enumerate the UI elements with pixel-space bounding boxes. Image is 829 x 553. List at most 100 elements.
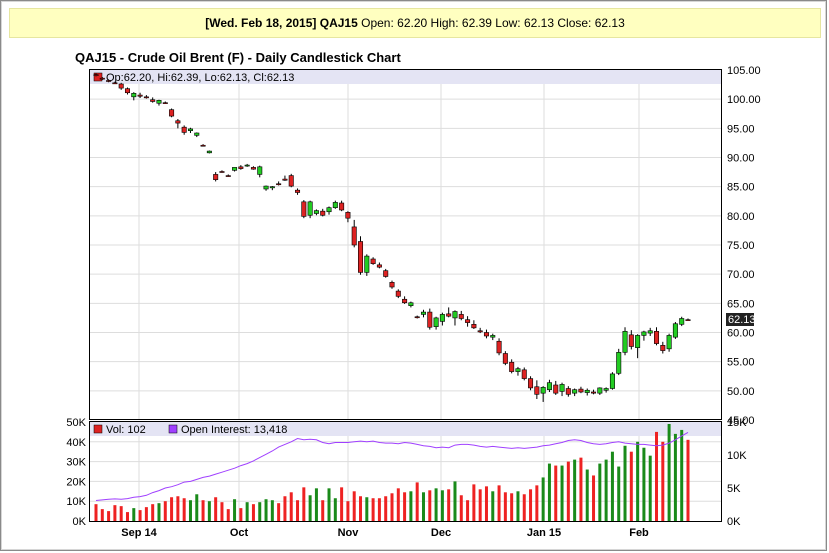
volume-bar	[610, 451, 614, 521]
volume-bar	[359, 496, 363, 521]
volume-bar	[163, 501, 167, 521]
candle-body	[320, 210, 326, 216]
volume-bar	[107, 511, 111, 521]
volume-bar	[138, 510, 142, 521]
volume-y-tick-label: 20K	[66, 476, 86, 488]
volume-bar	[151, 504, 155, 521]
candle-body	[301, 201, 307, 217]
candle-body	[131, 93, 137, 98]
candle-body	[124, 88, 130, 94]
candle	[496, 338, 502, 356]
volume-bar	[176, 496, 180, 521]
banner-high-label: High:	[430, 16, 459, 30]
volume-bar	[560, 465, 564, 521]
candle	[295, 188, 301, 195]
volume-bar	[214, 497, 218, 521]
candle-body	[219, 171, 225, 173]
x-tick-label: Dec	[431, 527, 451, 539]
candle-body	[250, 167, 256, 170]
x-tick-label: Sep 14	[121, 527, 157, 539]
candle-body	[471, 324, 477, 329]
volume-bar	[384, 496, 388, 521]
price-y-tick-label: 50.00	[727, 386, 755, 398]
x-tick-label: Nov	[338, 527, 360, 539]
candle	[559, 382, 565, 397]
quote-banner: [Wed. Feb 18, 2015] QAJ15 Open: 62.20 Hi…	[9, 8, 821, 38]
price-y-tick-label: 55.00	[727, 357, 755, 369]
candle-body	[408, 302, 414, 306]
volume-bar	[522, 494, 526, 521]
open-interest-line	[95, 431, 689, 501]
volume-bar	[113, 505, 117, 521]
candle	[99, 77, 105, 80]
candle	[647, 327, 653, 336]
candle	[225, 174, 231, 177]
volume-bar	[157, 503, 161, 521]
volume-bar	[119, 506, 123, 521]
volume-bar	[592, 475, 596, 521]
candle-body	[628, 334, 634, 347]
price-y-tick-label: 95.00	[727, 123, 755, 135]
candle	[238, 165, 244, 170]
volume-y-tick-label: 30K	[66, 457, 86, 469]
candle-body	[200, 144, 206, 147]
candle-body	[106, 80, 112, 82]
candle	[628, 330, 634, 350]
price-y-tick-label: 105.00	[727, 65, 761, 77]
candle-body	[295, 189, 301, 193]
candle	[654, 327, 660, 346]
volume-bar	[302, 487, 306, 521]
candle	[250, 166, 256, 170]
candle-body	[175, 120, 181, 124]
volume-bar	[573, 459, 577, 521]
volume-bar	[226, 509, 230, 521]
candle	[616, 348, 622, 376]
candle	[521, 367, 527, 381]
price-y-tick-label: 80.00	[727, 211, 755, 223]
volume-bar	[239, 508, 243, 521]
candle-body	[654, 331, 660, 344]
candle	[93, 73, 99, 77]
candle	[169, 108, 175, 118]
volume-bar	[371, 498, 375, 521]
candle	[452, 310, 458, 326]
candle	[326, 206, 332, 215]
volume-legend-band	[90, 422, 721, 436]
candle	[288, 173, 294, 188]
volume-bar	[680, 429, 684, 521]
volume-bar	[510, 493, 514, 521]
candle-body	[383, 270, 389, 277]
candle	[408, 301, 414, 308]
candle	[622, 327, 628, 356]
volume-bar	[365, 497, 369, 521]
volume-legend-swatch	[93, 424, 103, 434]
candle	[206, 150, 212, 154]
volume-bar	[283, 496, 287, 521]
price-y-tick-label: 85.00	[727, 182, 755, 194]
volume-bar	[321, 500, 325, 521]
candle-body	[465, 319, 471, 323]
volume-bar	[503, 492, 507, 521]
candle-body	[458, 314, 464, 319]
candle-body	[225, 175, 231, 177]
volume-bar	[604, 459, 608, 521]
candle-body	[528, 378, 534, 389]
volume-bar	[541, 477, 545, 521]
oi-legend-swatch	[168, 424, 178, 434]
candle-body	[332, 202, 338, 208]
candle-body	[150, 99, 156, 102]
banner-low: 62.13	[523, 16, 555, 30]
candle	[546, 379, 552, 392]
candle-body	[433, 317, 439, 327]
banner-open: 62.20	[397, 16, 428, 30]
candle	[131, 92, 137, 101]
candle-body	[99, 77, 105, 80]
volume-bar	[428, 490, 432, 521]
volume-y-tick-label: 40K	[66, 437, 86, 449]
candle-body	[389, 282, 395, 288]
volume-bar	[327, 488, 331, 521]
volume-bar	[251, 504, 255, 521]
candle-body	[496, 340, 502, 354]
volume-bar	[453, 481, 457, 521]
